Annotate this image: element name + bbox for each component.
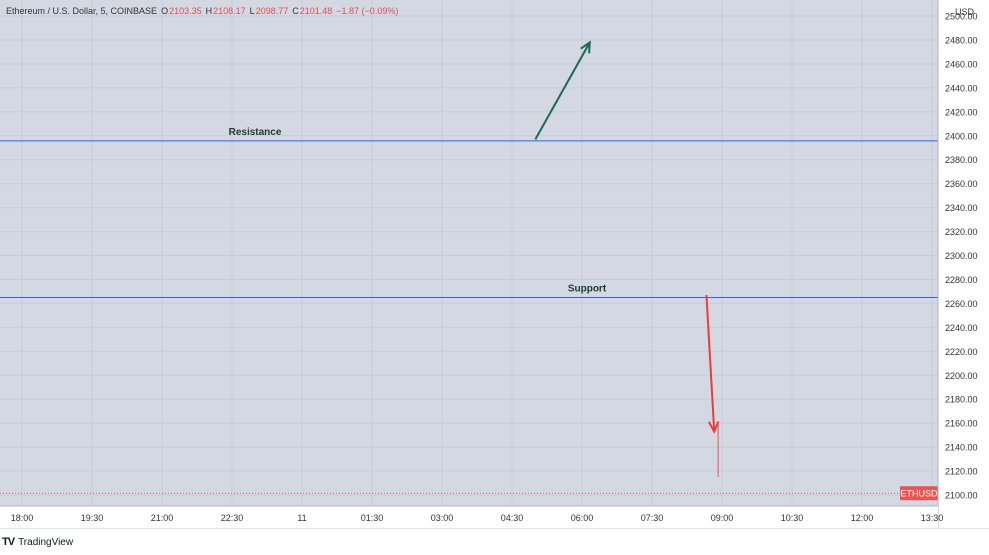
arrow-down-line: [705, 294, 716, 432]
price-tick-label: 2480.00: [945, 36, 978, 46]
price-tick-label: 2360.00: [945, 179, 978, 189]
high-label: H: [205, 6, 213, 16]
symbol-legend: Ethereum / U.S. Dollar, 5, COINBASE O 210…: [6, 6, 398, 16]
price-tick-label: 2420.00: [945, 107, 978, 117]
time-tick-label: 03:00: [431, 513, 454, 523]
open-label: O: [161, 6, 169, 16]
change-value: −1.87 (−0.09%): [336, 6, 399, 16]
currency-label[interactable]: USD: [955, 7, 975, 17]
price-tick-label: 2500.00: [945, 12, 978, 22]
time-axis: [0, 506, 938, 528]
arrow-up-head: [580, 40, 591, 54]
tradingview-logo-icon: TV: [2, 536, 15, 548]
time-tick-label: 21:00: [151, 513, 174, 523]
close-value: 2101.48: [299, 6, 333, 16]
price-tick-label: 2340.00: [945, 203, 978, 213]
brand-name: TradingView: [18, 536, 74, 548]
price-tick-label: 2400.00: [945, 131, 978, 141]
footer-bar: TV TradingView: [0, 528, 989, 555]
open-value: 2103.35: [169, 6, 202, 16]
arrow-up-line: [534, 41, 591, 140]
price-tick-label: 2440.00: [945, 83, 978, 93]
time-tick-label: 06:00: [571, 513, 594, 523]
time-tick-label: 19:30: [81, 513, 104, 523]
time-tick-label: 10:30: [781, 513, 804, 523]
arrow-down-head: [708, 420, 720, 434]
price-tick-label: 2320.00: [945, 227, 978, 237]
price-tick-label: 2300.00: [945, 251, 978, 261]
low-label: L: [249, 6, 255, 16]
time-tick-label: 04:30: [501, 513, 524, 523]
time-tick-label: 09:00: [711, 513, 734, 523]
level-label: Resistance: [229, 127, 282, 138]
grid: [0, 0, 938, 510]
plot-background: [0, 0, 938, 510]
price-tick-label: 2460.00: [945, 59, 978, 69]
low-value: 2098.77: [255, 6, 289, 16]
price-tick-label: 2220.00: [945, 347, 978, 357]
time-tick-label: 12:00: [851, 513, 874, 523]
close-label: C: [292, 6, 299, 16]
axes: 2100.00 2120.00 2140.00 2160.00 2180.00 2200.…: [0, 0, 989, 528]
price-tick-label: 2260.00: [945, 299, 978, 309]
symbol-title: Ethereum / U.S. Dollar, 5, COINBASE: [6, 6, 158, 16]
price-tick-label: 2280.00: [945, 275, 978, 285]
price-axis: [938, 0, 989, 528]
time-tick-label: 22:30: [221, 513, 244, 523]
price-tick-label: 2120.00: [945, 467, 978, 477]
time-tick-label: 07:30: [641, 513, 664, 523]
price-tick-label: 2160.00: [945, 419, 978, 429]
annotation-arrows: [534, 40, 720, 434]
price-tick-label: 2100.00: [945, 491, 978, 501]
price-tick-label: 2380.00: [945, 155, 978, 165]
time-tick-label: 01:30: [361, 513, 384, 523]
price-tick-label: 2200.00: [945, 371, 978, 381]
tradingview-brand[interactable]: TV TradingView: [2, 536, 73, 548]
price-tick-label: 2240.00: [945, 323, 978, 333]
time-tick-label: 13:30: [921, 513, 944, 523]
time-tick-label: 18:00: [11, 513, 34, 523]
time-tick-label: 11: [297, 513, 306, 523]
price-tick-label: 2140.00: [945, 443, 978, 453]
symbol-tag-text: ETHUSD: [900, 489, 938, 499]
level-label: Support: [568, 283, 607, 294]
symbol-tag: [900, 486, 938, 501]
high-value: 2108.17: [213, 6, 246, 16]
price-tick-label: 2180.00: [945, 395, 978, 405]
